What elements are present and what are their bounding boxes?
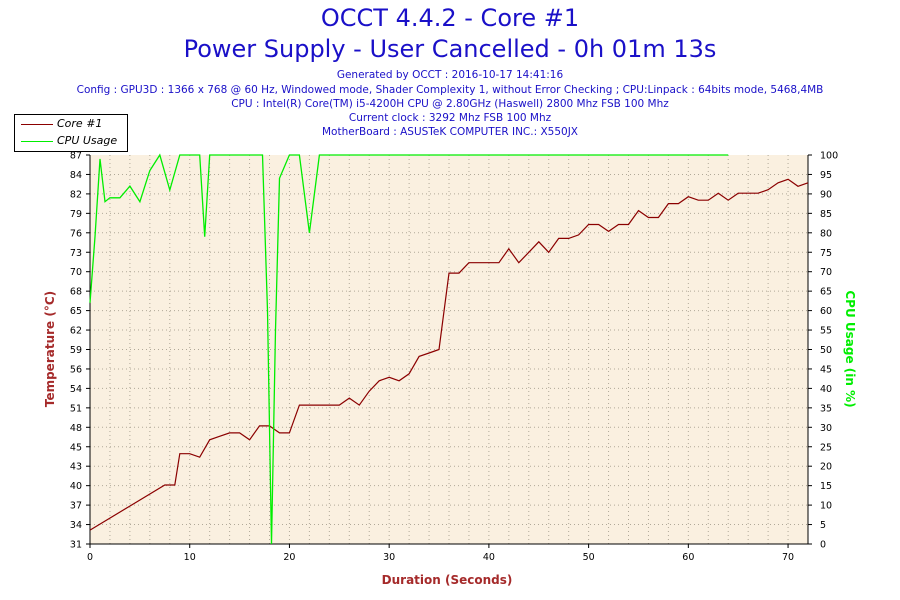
y2-tick-label: 50 bbox=[820, 345, 832, 356]
plot-area bbox=[90, 155, 808, 544]
legend-label-core: Core #1 bbox=[57, 117, 103, 130]
x-tick-label: 0 bbox=[87, 552, 93, 563]
x-axis-label: Duration (Seconds) bbox=[382, 573, 513, 587]
info-cpu: CPU : Intel(R) Core(TM) i5-4200H CPU @ 2… bbox=[231, 98, 669, 110]
y2-tick-label: 10 bbox=[820, 501, 832, 512]
x-tick-label: 50 bbox=[583, 552, 595, 563]
y2-tick-label: 100 bbox=[820, 151, 838, 162]
legend-swatch-cpu bbox=[21, 141, 53, 142]
y2-tick-label: 25 bbox=[820, 442, 832, 453]
y2-tick-label: 20 bbox=[820, 462, 832, 473]
y2-axis-label: CPU Usage (in %) bbox=[843, 290, 857, 407]
y2-tick-label: 90 bbox=[820, 189, 832, 200]
y2-tick-label: 70 bbox=[820, 267, 832, 278]
y-tick-label: 68 bbox=[70, 287, 82, 298]
series-line-cpu bbox=[89, 153, 729, 545]
legend-swatch-core bbox=[21, 124, 53, 125]
y-tick-label: 59 bbox=[70, 345, 82, 356]
info-current-clock: Current clock : 3292 Mhz FSB 100 Mhz bbox=[348, 112, 552, 124]
chart-title: OCCT 4.4.2 - Core #1 bbox=[320, 4, 580, 32]
y-axis-label: Temperature (°C) bbox=[43, 291, 57, 407]
x-tick-label: 40 bbox=[483, 552, 495, 563]
y-tick-label: 40 bbox=[70, 481, 82, 492]
series-group bbox=[89, 153, 809, 545]
y-tick-label: 82 bbox=[70, 189, 82, 200]
y-tick-label: 48 bbox=[70, 423, 82, 434]
x-tick-label: 70 bbox=[782, 552, 794, 563]
y2-tick-label: 95 bbox=[820, 170, 832, 181]
info-motherboard: MotherBoard : ASUSTeK COMPUTER INC.: X55… bbox=[322, 126, 578, 138]
y-tick-label: 76 bbox=[70, 228, 82, 239]
y2-tick-label: 65 bbox=[820, 287, 832, 298]
legend-item-core: Core #1 bbox=[15, 116, 127, 132]
y-tick-label: 87 bbox=[70, 151, 82, 162]
y2-tick-label: 45 bbox=[820, 364, 832, 375]
y2-tick-label: 55 bbox=[820, 326, 832, 337]
grid-lines bbox=[90, 155, 808, 544]
y2-tick-label: 15 bbox=[820, 481, 832, 492]
x-tick-label: 10 bbox=[184, 552, 196, 563]
y-tick-label: 34 bbox=[70, 520, 82, 531]
y2-tick-label: 60 bbox=[820, 306, 832, 317]
y-tick-label: 37 bbox=[70, 501, 82, 512]
y-tick-label: 70 bbox=[70, 267, 82, 278]
y2-tick-label: 30 bbox=[820, 423, 832, 434]
y2-tick-label: 35 bbox=[820, 403, 832, 414]
y-tick-label: 73 bbox=[70, 248, 82, 259]
x-tick-label: 20 bbox=[283, 552, 295, 563]
y-tick-label: 43 bbox=[70, 462, 82, 473]
y-tick-label: 51 bbox=[70, 403, 82, 414]
y-tick-label: 45 bbox=[70, 442, 82, 453]
y-tick-label: 56 bbox=[70, 364, 82, 375]
x-tick-label: 30 bbox=[383, 552, 395, 563]
info-generated: Generated by OCCT : 2016-10-17 14:41:16 bbox=[336, 69, 564, 81]
y2-tick-label: 0 bbox=[820, 540, 826, 551]
y2-axis-ticks: 0 5 10 15 20 25 30 35 40 45 50 55 60 65 70 75 80 85 90 95 10… bbox=[808, 151, 838, 551]
chart-subtitle: Power Supply - User Cancelled - 0h 01m 1… bbox=[183, 35, 717, 63]
legend-item-cpu: CPU Usage bbox=[15, 133, 127, 149]
y2-tick-label: 75 bbox=[820, 248, 832, 259]
y2-tick-label: 80 bbox=[820, 228, 832, 239]
y2-tick-label: 5 bbox=[820, 520, 826, 531]
y2-tick-label: 85 bbox=[820, 209, 832, 220]
y-tick-label: 62 bbox=[70, 326, 82, 337]
y-tick-label: 84 bbox=[70, 170, 82, 181]
chart-legend: Core #1 CPU Usage bbox=[14, 114, 128, 152]
x-axis-ticks: 0 10 20 30 40 50 60 70 bbox=[87, 544, 794, 563]
x-tick-label: 60 bbox=[682, 552, 694, 563]
y-tick-label: 31 bbox=[70, 540, 82, 551]
info-config: Config : GPU3D : 1366 x 768 @ 60 Hz, Win… bbox=[76, 84, 824, 96]
y2-tick-label: 40 bbox=[820, 384, 832, 395]
y-tick-label: 65 bbox=[70, 306, 82, 317]
series-line-core bbox=[89, 178, 809, 531]
y-axis-ticks: 31 34 37 40 43 45 48 51 54 56 59 62 65 68 70 73 76 79 82 84… bbox=[70, 151, 90, 551]
y-tick-label: 79 bbox=[70, 209, 82, 220]
legend-label-cpu: CPU Usage bbox=[57, 134, 118, 147]
y-tick-label: 54 bbox=[70, 384, 82, 395]
